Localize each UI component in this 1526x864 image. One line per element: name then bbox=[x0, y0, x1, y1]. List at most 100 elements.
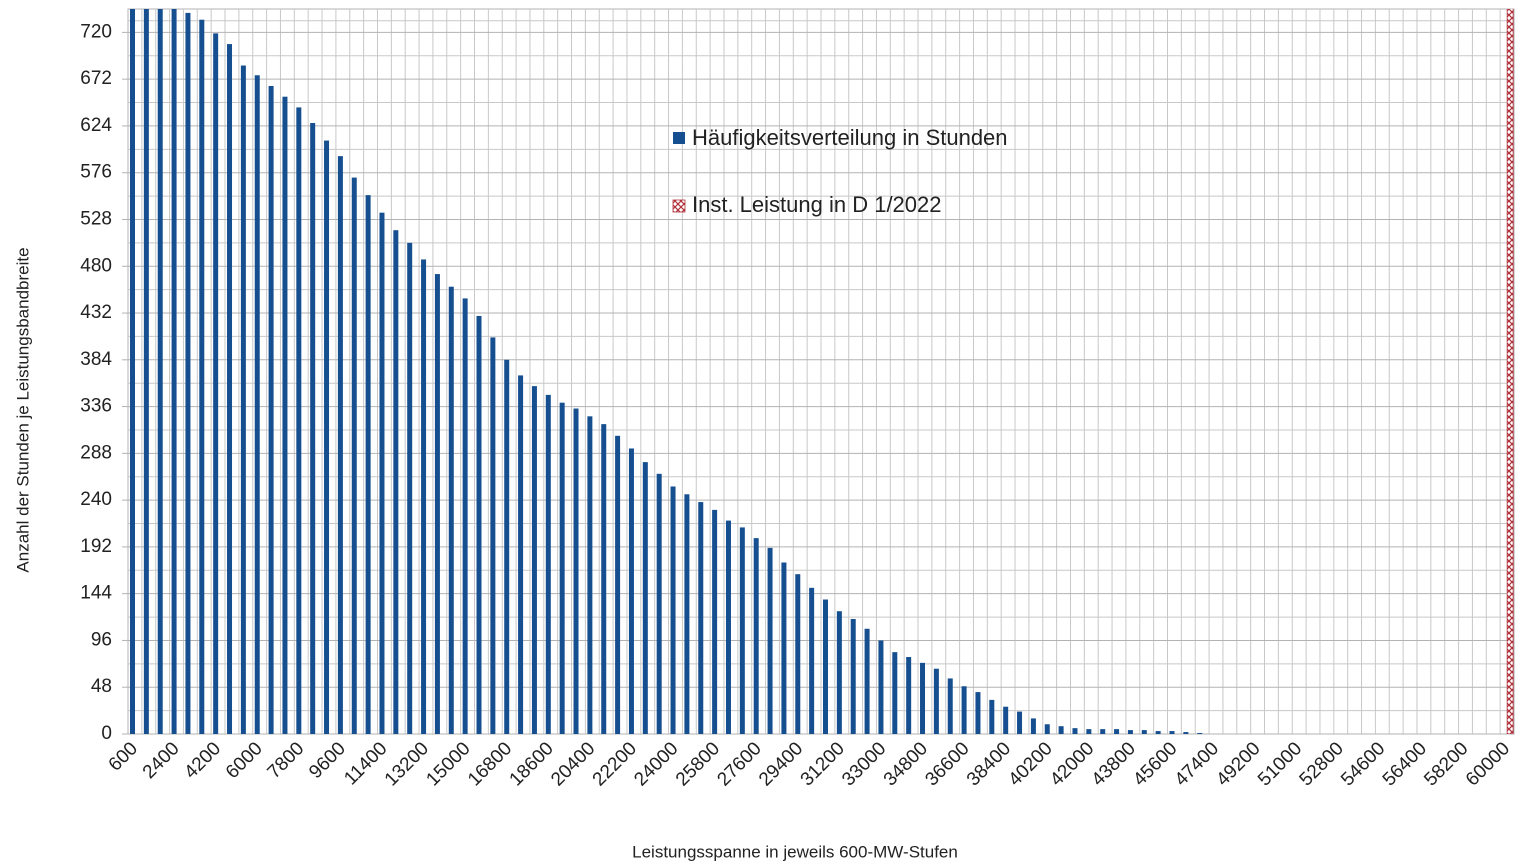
y-axis-title: Anzahl der Stunden je Leistungsbandbreit… bbox=[13, 247, 32, 572]
bar bbox=[421, 259, 427, 734]
bar bbox=[739, 527, 745, 734]
bar bbox=[157, 9, 163, 734]
x-tick-label: 40200 bbox=[1005, 738, 1057, 790]
bar bbox=[296, 107, 302, 734]
x-tick-label: 38400 bbox=[963, 738, 1015, 790]
bar bbox=[531, 386, 537, 734]
bar bbox=[892, 652, 898, 734]
bar bbox=[365, 195, 371, 734]
bar bbox=[1127, 730, 1133, 734]
bar bbox=[712, 509, 718, 734]
bar bbox=[351, 177, 357, 734]
x-tick-label: 54600 bbox=[1337, 738, 1389, 790]
bar bbox=[1169, 731, 1175, 734]
y-tick-label: 624 bbox=[80, 115, 112, 136]
x-tick-label: 20400 bbox=[547, 738, 599, 790]
bar bbox=[573, 408, 579, 734]
bar bbox=[836, 611, 842, 734]
y-tick-label: 720 bbox=[80, 21, 112, 42]
bar bbox=[324, 140, 330, 734]
bar bbox=[656, 473, 662, 734]
bar bbox=[434, 274, 440, 734]
bar bbox=[504, 359, 510, 734]
bar bbox=[933, 668, 939, 734]
x-tick-label: 4200 bbox=[180, 738, 225, 783]
bar bbox=[310, 123, 316, 734]
bar bbox=[130, 9, 135, 734]
y-tick-label: 96 bbox=[91, 629, 112, 650]
y-tick-label: 576 bbox=[80, 162, 112, 183]
y-tick-label: 192 bbox=[80, 536, 112, 557]
bar bbox=[1044, 724, 1050, 734]
bar bbox=[684, 494, 690, 734]
bar bbox=[1086, 729, 1092, 734]
bar bbox=[254, 75, 260, 734]
bar bbox=[975, 692, 981, 734]
bar bbox=[628, 448, 634, 734]
x-tick-label: 25800 bbox=[672, 738, 724, 790]
bar bbox=[476, 315, 482, 734]
x-tick-label: 60000 bbox=[1462, 738, 1514, 790]
bar bbox=[1058, 726, 1064, 734]
bar bbox=[698, 502, 704, 734]
y-tick-label: 240 bbox=[80, 489, 112, 510]
x-tick-label: 49200 bbox=[1212, 738, 1264, 790]
bar bbox=[823, 599, 828, 734]
y-tick-label: 384 bbox=[80, 349, 112, 370]
x-tick-label: 42000 bbox=[1046, 738, 1098, 790]
x-tick-label: 7800 bbox=[264, 738, 309, 783]
y-tick-label: 288 bbox=[80, 442, 112, 463]
bar bbox=[725, 520, 731, 734]
bars bbox=[130, 9, 1514, 734]
bar bbox=[947, 678, 953, 734]
bar bbox=[809, 587, 815, 734]
bar bbox=[1183, 732, 1189, 734]
legend-label: Inst. Leistung in D 1/2022 bbox=[692, 192, 942, 217]
legend-label: Häufigkeitsverteilung in Stunden bbox=[692, 125, 1008, 150]
bar bbox=[545, 394, 551, 734]
y-tick-label: 432 bbox=[80, 302, 112, 323]
x-tick-label: 36600 bbox=[921, 738, 973, 790]
x-tick-label: 29400 bbox=[755, 738, 807, 790]
bar bbox=[199, 19, 205, 734]
x-tick-label: 52800 bbox=[1296, 738, 1348, 790]
x-tick-label: 43800 bbox=[1088, 738, 1140, 790]
x-tick-label: 56400 bbox=[1379, 738, 1431, 790]
bar bbox=[143, 9, 149, 734]
bar bbox=[850, 619, 856, 734]
legend-swatch bbox=[673, 132, 685, 144]
bar bbox=[171, 9, 177, 734]
x-tick-label: 33000 bbox=[838, 738, 890, 790]
x-tick-label: 27600 bbox=[713, 738, 765, 790]
x-tick-label: 13200 bbox=[381, 738, 433, 790]
x-tick-label: 51000 bbox=[1254, 738, 1306, 790]
bar bbox=[961, 686, 967, 734]
bar bbox=[767, 547, 773, 734]
x-tick-label: 58200 bbox=[1420, 738, 1472, 790]
bar bbox=[462, 298, 468, 734]
x-tick-label: 31200 bbox=[797, 738, 849, 790]
bar bbox=[601, 424, 607, 734]
bar bbox=[615, 435, 621, 734]
bar bbox=[337, 156, 343, 734]
x-tick-label: 45600 bbox=[1129, 738, 1181, 790]
x-tick-label: 18600 bbox=[506, 738, 558, 790]
bar bbox=[1197, 733, 1203, 734]
x-tick-label: 24000 bbox=[630, 738, 682, 790]
x-axis-title: Leistungsspanne in jeweils 600-MW-Stufen bbox=[632, 842, 958, 861]
y-tick-label: 48 bbox=[91, 676, 112, 697]
bar bbox=[1141, 730, 1147, 734]
bar bbox=[1003, 706, 1009, 734]
bar bbox=[642, 462, 648, 734]
bar bbox=[906, 657, 912, 734]
bar bbox=[1114, 729, 1120, 734]
bar bbox=[282, 96, 288, 734]
y-tick-label: 336 bbox=[80, 396, 112, 417]
bar bbox=[587, 416, 593, 734]
bar bbox=[1155, 731, 1161, 734]
bar bbox=[448, 286, 454, 734]
bar bbox=[753, 538, 759, 734]
bar bbox=[393, 230, 399, 734]
bar bbox=[795, 574, 801, 734]
